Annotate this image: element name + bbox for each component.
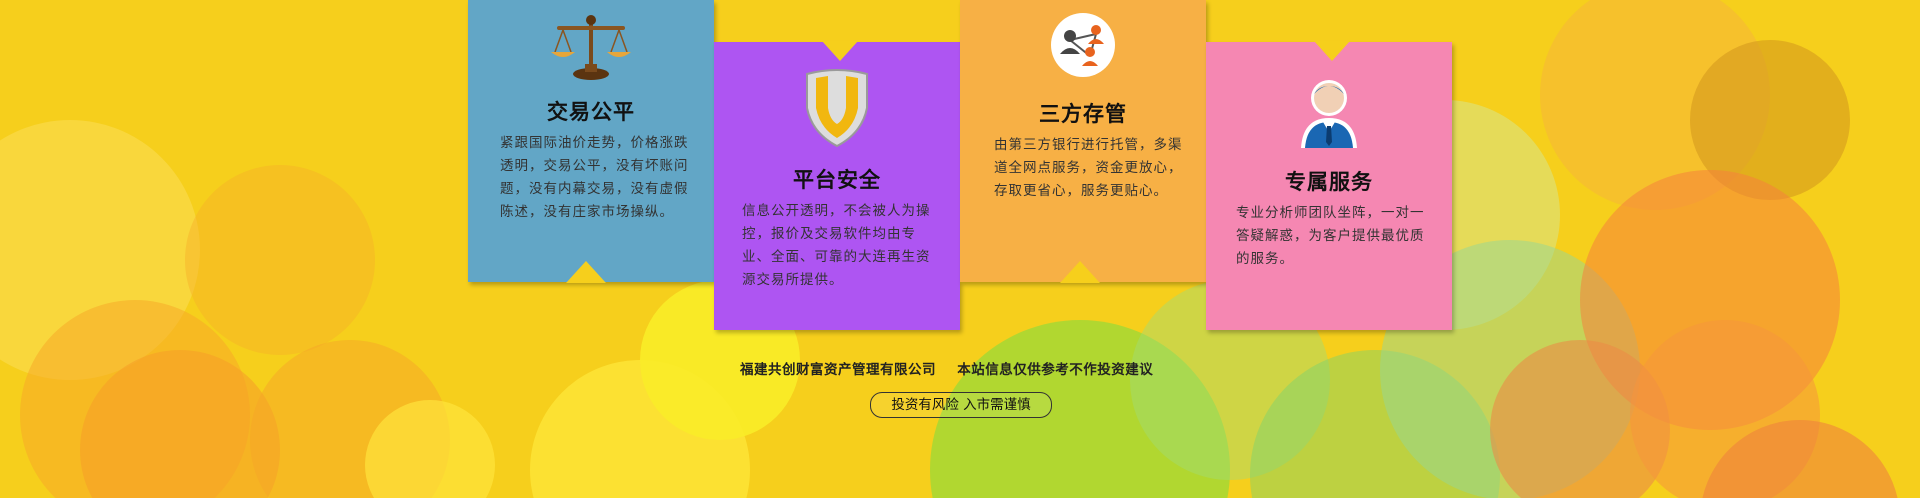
card-text: 专业分析师团队坐阵，一对一答疑解惑，为客户提供最优质的服务。 xyxy=(1236,205,1425,267)
risk-notice-button[interactable]: 投资有风险 入市需谨慎 xyxy=(870,392,1052,418)
shield-icon xyxy=(802,68,872,148)
feature-card-platform-security: 平台安全 信息公开透明，不会被人为操控，报价及交易软件均由专业、全面、可靠的大连… xyxy=(714,42,960,330)
footer-info: 福建共创财富资产管理有限公司 本站信息仅供参考不作投资建议 xyxy=(740,358,1153,378)
scales-icon xyxy=(549,12,633,82)
card-text: 紧跟国际油价走势，价格涨跌透明，交易公平，没有坏账问题，没有内幕交易，没有虚假陈… xyxy=(500,135,689,220)
card-title: 交易公平 xyxy=(547,100,635,124)
feature-card-exclusive-service: 专属服务 专业分析师团队坐阵，一对一答疑解惑，为客户提供最优质的服务。 xyxy=(1206,42,1452,330)
card-title: 专属服务 xyxy=(1285,170,1373,194)
disclaimer-text: 本站信息仅供参考不作投资建议 xyxy=(957,362,1154,378)
card-title: 平台安全 xyxy=(793,168,881,192)
feature-card-fair-trade: .c1::after{left:106px;background:#f6cf1c… xyxy=(468,0,714,282)
card-title: 三方存管 xyxy=(1039,102,1127,126)
feature-card-third-party-custody: 三方存管 由第三方银行进行托管，多渠道全网点服务，资金更放心，存取更省心，服务更… xyxy=(960,0,1206,282)
advisor-icon xyxy=(1299,76,1359,150)
card-text: 信息公开透明，不会被人为操控，报价及交易软件均由专业、全面、可靠的大连再生资源交… xyxy=(742,203,931,288)
company-name: 福建共创财富资产管理有限公司 xyxy=(740,362,936,378)
network-people-icon xyxy=(1050,12,1116,78)
card-text: 由第三方银行进行托管，多渠道全网点服务，资金更放心，存取更省心，服务更贴心。 xyxy=(994,137,1183,199)
